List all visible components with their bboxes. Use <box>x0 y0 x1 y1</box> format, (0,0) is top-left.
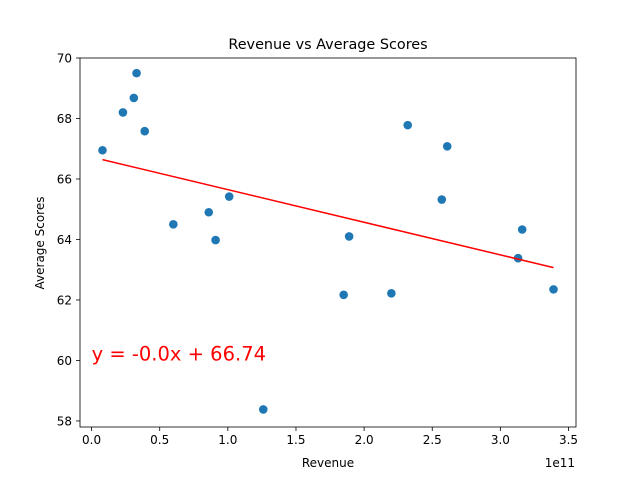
data-point <box>211 235 220 245</box>
x-tick-label: 3.0 <box>491 433 510 447</box>
y-tick-label: 70 <box>57 52 72 66</box>
plot-area: 0.0 0.5 1.0 1.5 2.0 2.5 3.0 3.5 58 60 62 64 66 68 70 y … <box>57 52 578 448</box>
data-point <box>98 145 107 155</box>
data-point <box>132 68 141 78</box>
data-point <box>442 142 452 151</box>
y-axis-label: Average Scores <box>33 197 47 290</box>
data-point <box>258 405 268 414</box>
data-point <box>129 93 139 103</box>
x-tick-label: 2.5 <box>423 433 442 447</box>
data-point <box>140 126 150 136</box>
x-axis-offset-label: 1e11 <box>545 456 575 470</box>
data-point <box>549 285 558 294</box>
y-tick-label: 64 <box>57 233 72 247</box>
y-tick-label: 60 <box>57 354 72 368</box>
x-tick-label: 1.0 <box>218 433 237 447</box>
y-tick-label: 68 <box>57 112 72 126</box>
data-point <box>204 207 214 217</box>
data-point <box>387 289 396 298</box>
y-tick-label: 58 <box>57 414 72 428</box>
data-point <box>437 195 447 204</box>
data-point <box>118 108 128 117</box>
x-axis-label: Revenue <box>302 456 354 470</box>
x-tick-label: 0.5 <box>150 433 169 447</box>
x-tick-label: 2.0 <box>355 433 374 447</box>
data-point <box>224 192 234 201</box>
regression-equation: y = -0.0x + 66.74 <box>92 342 266 365</box>
chart-title: Revenue vs Average Scores <box>228 37 427 53</box>
axes-frame <box>79 57 577 428</box>
data-point <box>344 232 354 241</box>
x-tick-label: 0.0 <box>82 433 101 447</box>
data-point <box>169 220 178 229</box>
data-point <box>517 225 527 234</box>
data-point <box>339 290 348 300</box>
data-point <box>403 120 413 130</box>
y-tick-label: 66 <box>57 172 72 186</box>
y-tick-label: 62 <box>57 293 72 307</box>
trend-line <box>102 158 554 269</box>
x-tick-label: 1.5 <box>286 433 305 447</box>
x-tick-label: 3.5 <box>559 433 578 447</box>
